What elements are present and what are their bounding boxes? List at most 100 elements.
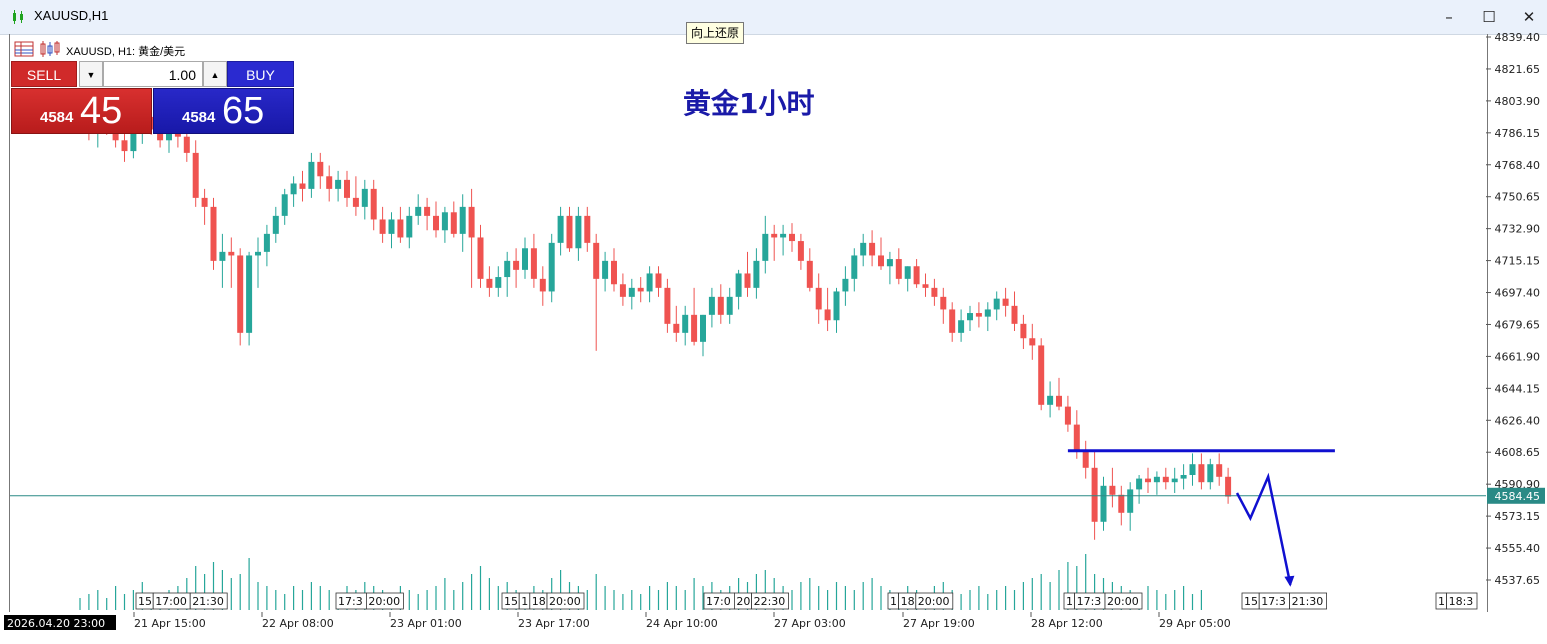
candle-body xyxy=(700,314,706,342)
candle-body xyxy=(263,233,270,252)
session-marker-label: 20:00 xyxy=(1107,595,1139,608)
session-marker-box xyxy=(915,592,954,610)
candle-body xyxy=(557,215,564,243)
candle-body xyxy=(664,287,671,324)
session-marker-label: 20:00 xyxy=(549,595,581,608)
time-tick-label: 27 Apr 19:00 xyxy=(903,617,975,630)
session-marker-label: 17:3 xyxy=(1261,595,1286,608)
candle-body xyxy=(255,251,261,256)
buy-price-pips: 65 xyxy=(222,90,265,132)
buy-button[interactable]: BUY xyxy=(227,61,294,87)
session-marker-label: 21:30 xyxy=(1292,595,1324,608)
time-tick-label: 29 Apr 05:00 xyxy=(1159,617,1231,630)
candle-body xyxy=(726,296,733,315)
chart-title: 黄金1小时 xyxy=(683,87,815,120)
candle-body xyxy=(1225,476,1232,497)
candle-body xyxy=(379,219,386,234)
candle-body xyxy=(860,242,867,256)
session-marker-label: 17:0 xyxy=(706,595,731,608)
session-marker-label: 21:30 xyxy=(192,595,224,608)
candle-body xyxy=(1091,467,1098,522)
session-marker-box xyxy=(751,592,789,610)
sell-button[interactable]: SELL xyxy=(11,61,77,87)
time-tick-label: 2026.04.20 23:00 xyxy=(7,617,105,630)
price-tick-label: 4644.15 xyxy=(1495,382,1541,395)
candle-body xyxy=(201,197,208,207)
session-marker-label: 20:00 xyxy=(918,595,950,608)
candle-body xyxy=(895,259,902,279)
price-tick-label: 4768.40 xyxy=(1495,159,1541,172)
price-tick-label: 4715.15 xyxy=(1495,255,1541,268)
candle-body xyxy=(290,183,297,195)
candle-body xyxy=(771,233,778,238)
restore-tooltip: 向上还原 xyxy=(686,22,745,44)
sell-price-button[interactable]: 4584 45 xyxy=(11,88,152,134)
session-marker-label: 20 xyxy=(736,595,750,608)
candle-body xyxy=(486,278,493,288)
candle-body xyxy=(1082,449,1089,468)
candle-body xyxy=(842,278,849,292)
session-marker-box xyxy=(546,592,585,610)
candle-body xyxy=(984,309,991,317)
session-marker-label: 15 xyxy=(1244,595,1258,608)
candle-body xyxy=(450,212,457,234)
price-tick-label: 4608.65 xyxy=(1495,446,1541,459)
candle-body xyxy=(192,152,199,198)
candle-body xyxy=(1145,478,1151,483)
chart-frame xyxy=(9,34,1488,612)
time-tick-label: 28 Apr 12:00 xyxy=(1031,617,1103,630)
candle-body xyxy=(886,259,893,267)
candle-body xyxy=(370,188,377,220)
candle-body xyxy=(548,242,555,292)
session-marker-label: 15 xyxy=(504,595,518,608)
candle-body xyxy=(281,194,288,216)
depth-of-market-icon[interactable] xyxy=(39,41,61,57)
candle-body xyxy=(637,287,644,292)
candle-body xyxy=(433,215,439,231)
lot-increase-button[interactable]: ▲ xyxy=(203,61,227,87)
candle-body xyxy=(513,260,520,270)
price-tick-label: 4661.90 xyxy=(1495,350,1541,363)
buy-price-button[interactable]: 4584 65 xyxy=(153,88,294,134)
candle-body xyxy=(424,206,431,216)
maximize-button[interactable]: ☐ xyxy=(1482,8,1496,26)
candle-body xyxy=(949,309,956,333)
candlestick-app-icon xyxy=(13,10,23,24)
session-marker-label: 22:30 xyxy=(754,595,786,608)
candle-body xyxy=(1153,476,1160,483)
time-tick-highlight xyxy=(4,615,116,630)
time-tick-label: 23 Apr 17:00 xyxy=(518,617,590,630)
lot-decrease-button[interactable]: ▼ xyxy=(79,61,103,87)
candle-body xyxy=(1109,485,1116,495)
candle-body xyxy=(219,251,226,261)
close-button[interactable]: ✕ xyxy=(1522,8,1536,26)
candle-body xyxy=(121,140,128,152)
session-marker-label: 17:3 xyxy=(1077,595,1102,608)
candle-body xyxy=(931,287,938,297)
session-marker-label: 15 xyxy=(138,595,152,608)
lot-size-input[interactable]: 1.00 xyxy=(103,61,203,87)
candle-body xyxy=(495,277,502,288)
chart-list-icon[interactable] xyxy=(14,41,34,57)
candle-body xyxy=(878,255,884,267)
candle-body xyxy=(1011,305,1018,324)
candle-body xyxy=(352,197,359,207)
forecast-path xyxy=(1235,472,1292,586)
window-title: XAUUSD,H1 xyxy=(34,8,109,23)
candle-body xyxy=(1189,464,1196,475)
candle-body xyxy=(1100,485,1107,522)
candle-body xyxy=(869,242,876,256)
price-tick-label: 4786.15 xyxy=(1495,127,1541,140)
candle-body xyxy=(682,314,689,333)
candle-body xyxy=(477,237,484,279)
session-marker-box xyxy=(1104,592,1143,610)
session-marker-label: 18:3 xyxy=(1449,595,1474,608)
session-marker-box xyxy=(365,592,404,610)
minimize-button[interactable]: – xyxy=(1445,8,1453,26)
candle-body xyxy=(441,212,448,231)
session-marker-label: 17:3 xyxy=(338,595,363,608)
candle-body xyxy=(504,260,511,278)
session-marker-box xyxy=(189,592,228,610)
candle-body xyxy=(299,183,306,189)
